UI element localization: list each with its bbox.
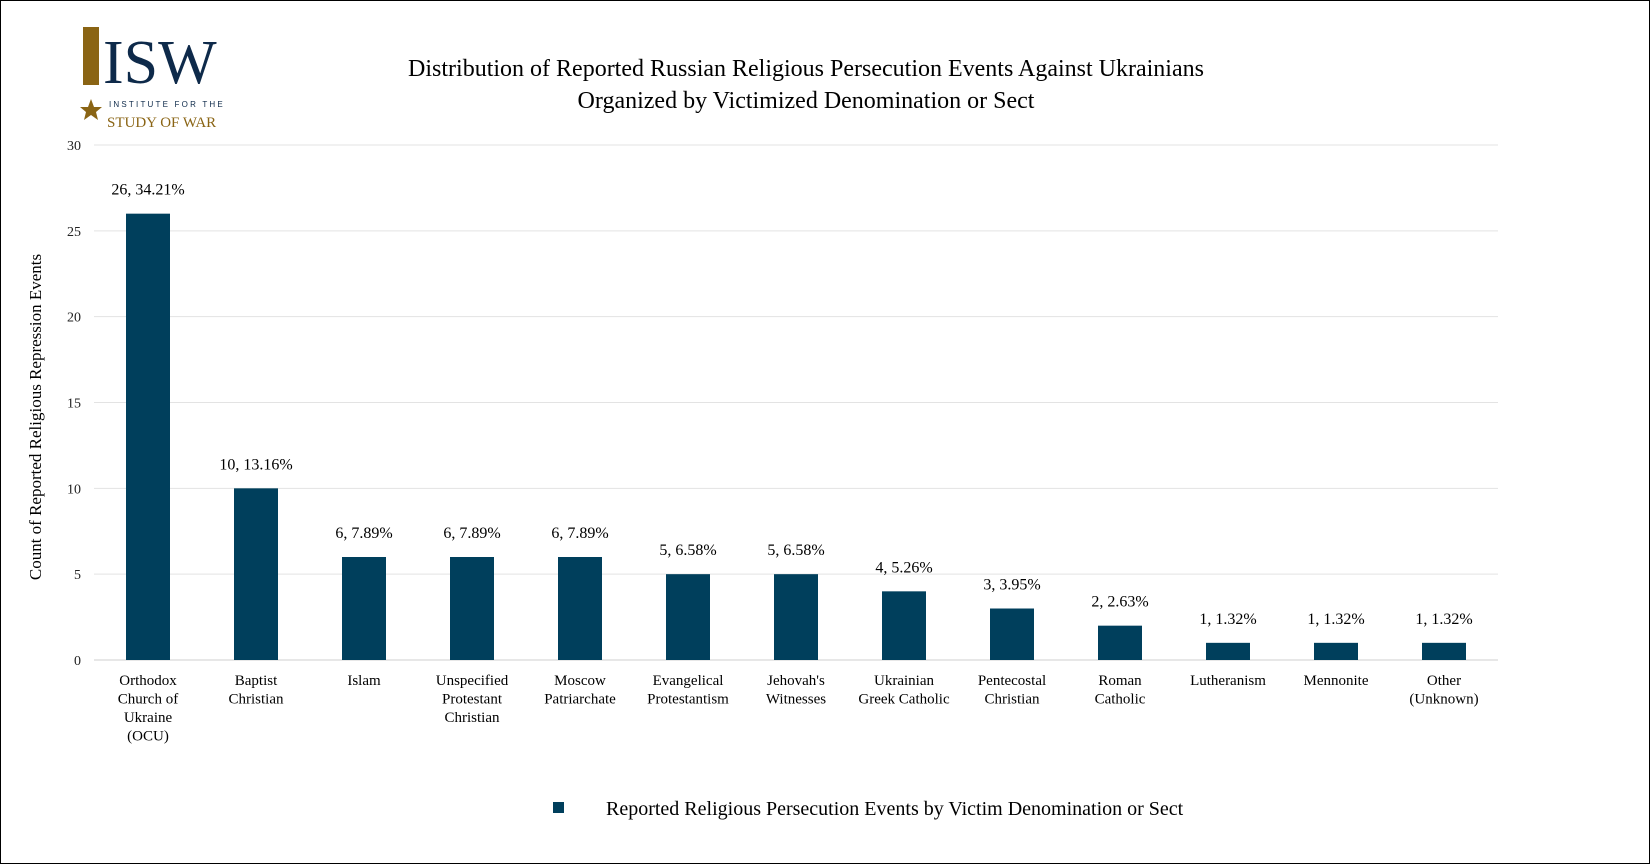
x-tick-label: Christian — [445, 710, 500, 726]
legend-label: Reported Religious Persecution Events by… — [606, 798, 1184, 820]
x-tick-label: Protestant — [442, 692, 503, 708]
data-label: 5, 6.58% — [767, 542, 824, 559]
chart-subtitle: Organized by Victimized Denomination or … — [577, 88, 1035, 114]
bar — [666, 574, 710, 660]
bar — [1098, 625, 1142, 660]
logo-letters: ISW — [103, 29, 217, 97]
data-label: 3, 3.95% — [983, 577, 1040, 594]
chart-title: Distribution of Reported Russian Religio… — [408, 56, 1204, 82]
x-tick-label: Ukrainian — [874, 673, 934, 689]
x-tick-label: Catholic — [1095, 692, 1146, 708]
data-label: 4, 5.26% — [875, 559, 932, 576]
data-label: 2, 2.63% — [1091, 594, 1148, 611]
data-label: 6, 7.89% — [551, 525, 608, 542]
x-tick-label: Mennonite — [1304, 673, 1369, 689]
x-tick-label: Patriarchate — [544, 692, 616, 708]
x-tick-label: Lutheranism — [1190, 673, 1266, 689]
y-tick-label: 30 — [67, 139, 81, 154]
x-tick-label: Orthodox — [119, 673, 177, 689]
bar — [774, 574, 818, 660]
logo-line2: STUDY OF WAR — [107, 115, 216, 131]
bar — [1206, 642, 1250, 660]
x-tick-label: Evangelical — [653, 673, 724, 689]
logo-line1: INSTITUTE FOR THE — [109, 100, 225, 109]
y-tick-label: 10 — [67, 482, 81, 497]
x-tick-label: (OCU) — [127, 729, 169, 745]
x-tick-label: Other — [1427, 673, 1461, 689]
x-tick-label: Unspecified — [436, 673, 509, 689]
x-tick-label: Pentecostal — [978, 673, 1046, 689]
bar — [126, 213, 170, 660]
bar — [234, 488, 278, 660]
x-tick-label: Church of — [118, 692, 178, 708]
y-tick-label: 25 — [67, 225, 81, 240]
y-axis-label: Count of Reported Religious Repression E… — [26, 254, 45, 580]
bar — [342, 557, 386, 660]
x-tick-label: Roman — [1098, 673, 1142, 689]
data-label: 26, 34.21% — [111, 182, 184, 199]
data-label: 1, 1.32% — [1307, 611, 1364, 628]
logo-bar — [83, 27, 99, 85]
y-tick-label: 0 — [74, 654, 81, 669]
bar — [1422, 642, 1466, 660]
star-icon — [80, 99, 102, 120]
data-label: 10, 13.16% — [219, 456, 292, 473]
data-label: 5, 6.58% — [659, 542, 716, 559]
bar — [1314, 642, 1358, 660]
data-label: 6, 7.89% — [443, 525, 500, 542]
x-tick-label: Islam — [347, 673, 381, 689]
data-label: 1, 1.32% — [1199, 611, 1256, 628]
y-tick-label: 20 — [67, 311, 81, 326]
x-tick-label: Greek Catholic — [858, 692, 950, 708]
x-tick-label: Baptist — [235, 673, 278, 689]
data-label: 6, 7.89% — [335, 525, 392, 542]
x-tick-label: Witnesses — [766, 692, 826, 708]
bar — [450, 557, 494, 660]
bar — [558, 557, 602, 660]
data-label: 1, 1.32% — [1415, 611, 1472, 628]
x-tick-label: (Unknown) — [1409, 692, 1478, 708]
bar — [990, 608, 1034, 660]
x-tick-label: Jehovah's — [767, 673, 825, 689]
x-tick-label: Christian — [985, 692, 1040, 708]
x-tick-label: Ukraine — [124, 710, 173, 726]
y-tick-label: 5 — [74, 568, 81, 583]
x-tick-label: Moscow — [554, 673, 606, 689]
bar — [882, 591, 926, 660]
x-tick-label: Protestantism — [647, 692, 729, 708]
isw-logo: ISW INSTITUTE FOR THE STUDY OF WAR — [80, 27, 225, 131]
legend-marker — [553, 802, 564, 813]
y-tick-label: 15 — [67, 397, 81, 412]
x-tick-label: Christian — [229, 692, 284, 708]
